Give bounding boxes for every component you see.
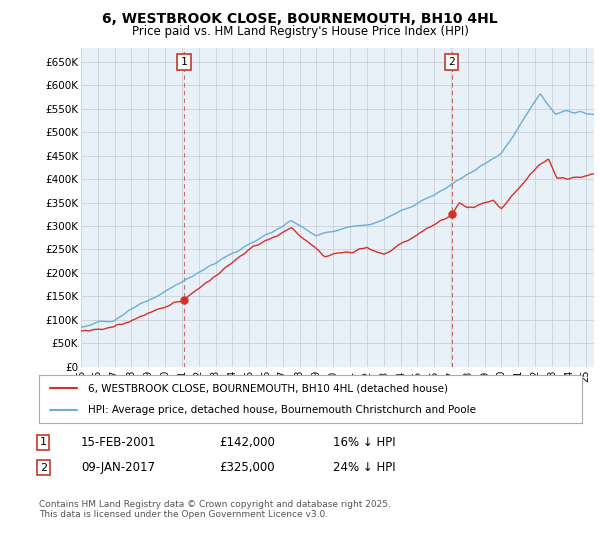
Text: 6, WESTBROOK CLOSE, BOURNEMOUTH, BH10 4HL: 6, WESTBROOK CLOSE, BOURNEMOUTH, BH10 4H… <box>102 12 498 26</box>
Text: 1: 1 <box>181 57 187 67</box>
Text: 15-FEB-2001: 15-FEB-2001 <box>81 436 157 449</box>
Text: 24% ↓ HPI: 24% ↓ HPI <box>333 461 395 474</box>
Text: 6, WESTBROOK CLOSE, BOURNEMOUTH, BH10 4HL (detached house): 6, WESTBROOK CLOSE, BOURNEMOUTH, BH10 4H… <box>88 383 448 393</box>
Text: 2: 2 <box>448 57 455 67</box>
Text: HPI: Average price, detached house, Bournemouth Christchurch and Poole: HPI: Average price, detached house, Bour… <box>88 405 476 415</box>
Text: £142,000: £142,000 <box>219 436 275 449</box>
Text: 16% ↓ HPI: 16% ↓ HPI <box>333 436 395 449</box>
Text: Price paid vs. HM Land Registry's House Price Index (HPI): Price paid vs. HM Land Registry's House … <box>131 25 469 38</box>
Text: 2: 2 <box>40 463 47 473</box>
Text: 09-JAN-2017: 09-JAN-2017 <box>81 461 155 474</box>
Text: Contains HM Land Registry data © Crown copyright and database right 2025.
This d: Contains HM Land Registry data © Crown c… <box>39 500 391 519</box>
Text: £325,000: £325,000 <box>219 461 275 474</box>
Text: 1: 1 <box>40 437 47 447</box>
